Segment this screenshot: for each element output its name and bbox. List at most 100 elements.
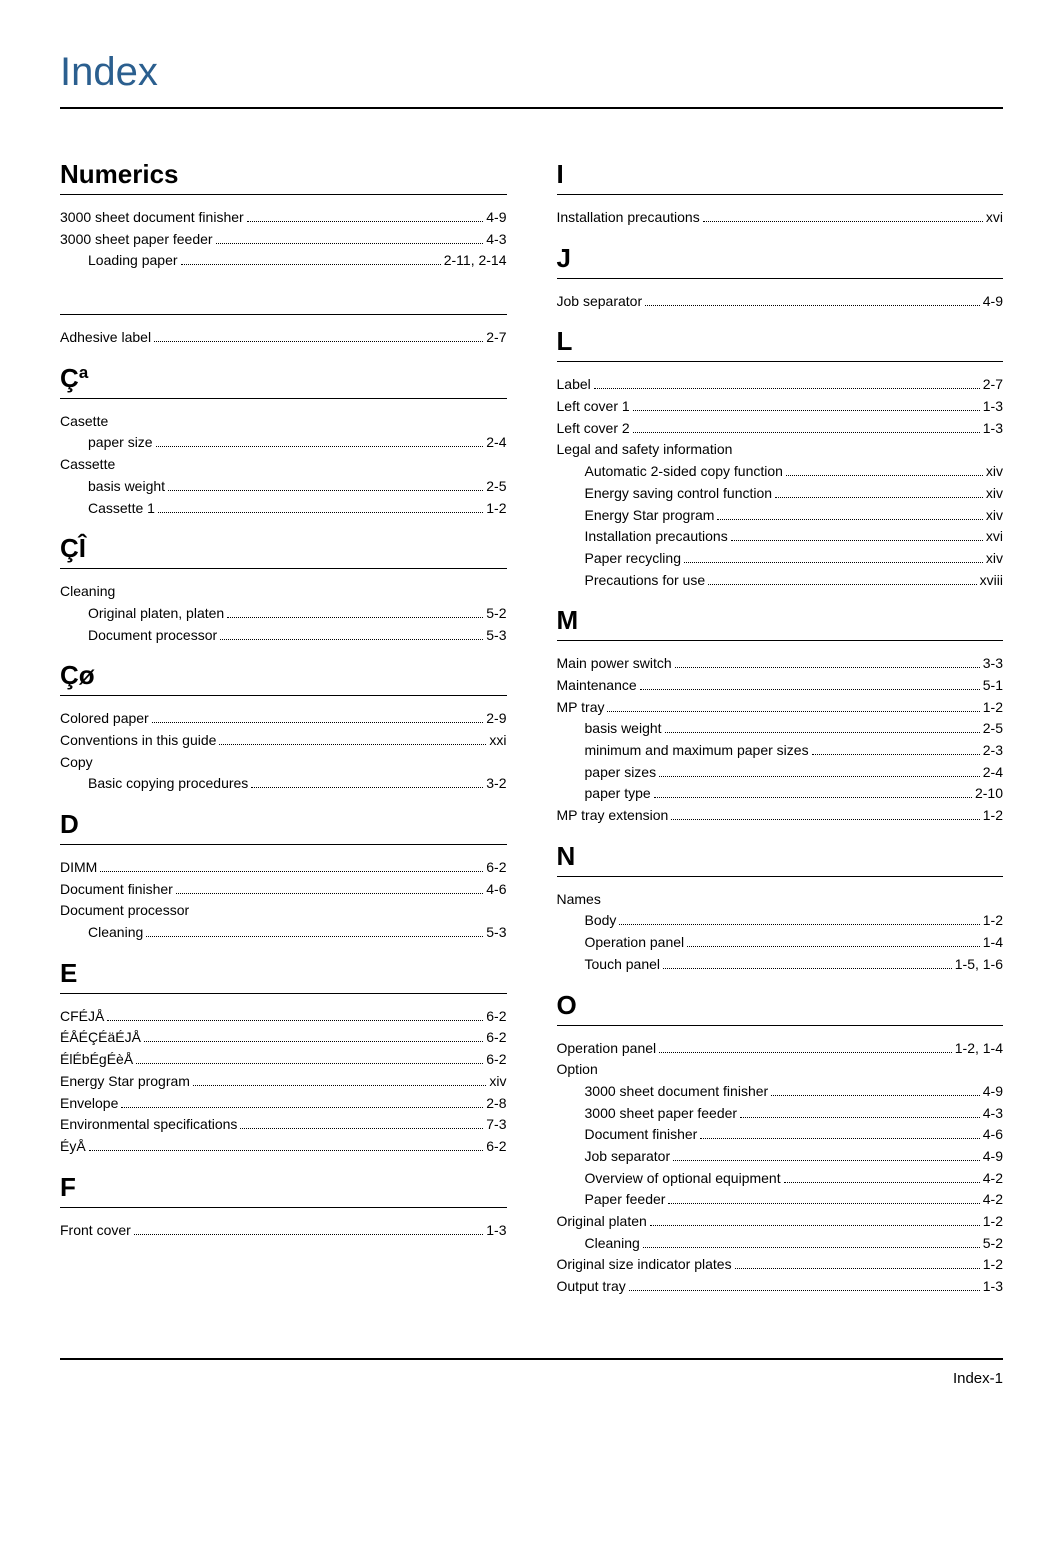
index-term: MP tray xyxy=(557,697,605,719)
index-page-ref: 1-5, 1-6 xyxy=(955,954,1003,976)
index-term: Legal and safety information xyxy=(557,439,733,461)
index-page-ref: xvi xyxy=(986,526,1003,548)
index-page-ref: 4-9 xyxy=(486,207,506,229)
index-entry: Casette xyxy=(60,411,507,433)
leader-dots xyxy=(700,1138,979,1139)
index-section-heading: M xyxy=(557,605,1004,641)
index-sub-entry: paper sizes 2-4 xyxy=(557,762,1004,784)
index-section-heading: Çø xyxy=(60,660,507,696)
index-page-ref: xiv xyxy=(986,461,1003,483)
index-page-ref: xiv xyxy=(489,1071,506,1093)
index-entry: Installation precautions xvi xyxy=(557,207,1004,229)
index-entry: Label 2-7 xyxy=(557,374,1004,396)
index-term: 3000 sheet document finisher xyxy=(585,1081,769,1103)
page-title: Index xyxy=(60,50,1003,109)
index-entry: CFÉJÅ 6-2 xyxy=(60,1006,507,1028)
index-page-ref: 4-9 xyxy=(983,291,1003,313)
leader-dots xyxy=(176,893,483,894)
index-term: Left cover 2 xyxy=(557,418,630,440)
leader-dots xyxy=(775,497,983,498)
index-sub-entry: basis weight 2-5 xyxy=(60,476,507,498)
index-page-ref: xiv xyxy=(986,548,1003,570)
index-sub-entry: basis weight 2-5 xyxy=(557,718,1004,740)
index-entry: Job separator 4-9 xyxy=(557,291,1004,313)
index-page-ref: 2-8 xyxy=(486,1093,506,1115)
index-term: Copy xyxy=(60,752,93,774)
index-term: Document finisher xyxy=(585,1124,698,1146)
index-page-ref: 1-2 xyxy=(983,1254,1003,1276)
leader-dots xyxy=(134,1234,483,1235)
leader-dots xyxy=(619,924,979,925)
leader-dots xyxy=(654,797,972,798)
index-page-ref: 1-3 xyxy=(983,396,1003,418)
index-term: Label xyxy=(557,374,591,396)
index-page-ref: 4-6 xyxy=(983,1124,1003,1146)
index-term: Energy Star program xyxy=(585,505,715,527)
leader-dots xyxy=(633,410,980,411)
index-page-ref: 2-3 xyxy=(983,740,1003,762)
index-page-ref: 2-5 xyxy=(983,718,1003,740)
index-sub-entry: paper size 2-4 xyxy=(60,432,507,454)
index-term: Cassette xyxy=(60,454,115,476)
leader-dots xyxy=(154,341,483,342)
index-page-ref: 2-9 xyxy=(486,708,506,730)
index-page-ref: 6-2 xyxy=(486,1027,506,1049)
index-term: Paper recycling xyxy=(585,548,682,570)
index-sub-entry: minimum and maximum paper sizes 2-3 xyxy=(557,740,1004,762)
index-page-ref: 2-4 xyxy=(983,762,1003,784)
leader-dots xyxy=(668,1203,979,1204)
index-term: Envelope xyxy=(60,1093,118,1115)
leader-dots xyxy=(708,584,977,585)
index-term: minimum and maximum paper sizes xyxy=(585,740,809,762)
index-entry: Option xyxy=(557,1059,1004,1081)
index-term: Energy Star program xyxy=(60,1071,190,1093)
index-page-ref: 1-3 xyxy=(486,1220,506,1242)
index-term: Conventions in this guide xyxy=(60,730,216,752)
index-term: Original platen, platen xyxy=(88,603,224,625)
leader-dots xyxy=(771,1095,980,1096)
index-term: Body xyxy=(585,910,617,932)
index-entry: Conventions in this guide xxi xyxy=(60,730,507,752)
index-term: Installation precautions xyxy=(557,207,700,229)
index-term: Cassette 1 xyxy=(88,498,155,520)
index-term: 3000 sheet paper feeder xyxy=(585,1103,738,1125)
index-sub-entry: Automatic 2-sided copy function xiv xyxy=(557,461,1004,483)
index-term: Job separator xyxy=(585,1146,671,1168)
index-page-ref: 4-3 xyxy=(486,229,506,251)
index-term: Document processor xyxy=(60,900,189,922)
index-section-heading: ÇÎ xyxy=(60,533,507,569)
leader-dots xyxy=(220,639,483,640)
leader-dots xyxy=(107,1020,483,1021)
index-entry: Front cover 1-3 xyxy=(60,1220,507,1242)
leader-dots xyxy=(731,540,983,541)
index-entry: Original platen 1-2 xyxy=(557,1211,1004,1233)
index-term: Loading paper xyxy=(88,250,178,272)
index-entry: 3000 sheet paper feeder 4-3 xyxy=(60,229,507,251)
index-term: Paper feeder xyxy=(585,1189,666,1211)
index-page-ref: 2-10 xyxy=(975,783,1003,805)
index-term: Energy saving control function xyxy=(585,483,773,505)
index-page-ref: 4-3 xyxy=(983,1103,1003,1125)
index-column-right: IInstallation precautions xviJJob separa… xyxy=(557,159,1004,1298)
index-page-ref: xvi xyxy=(986,207,1003,229)
page-number: Index-1 xyxy=(953,1370,1003,1387)
leader-dots xyxy=(717,519,982,520)
index-term: Output tray xyxy=(557,1276,626,1298)
index-term: Main power switch xyxy=(557,653,672,675)
index-term: paper type xyxy=(585,783,651,805)
index-entry: Copy xyxy=(60,752,507,774)
index-entry: Adhesive label 2-7 xyxy=(60,327,507,349)
index-section-heading: J xyxy=(557,243,1004,279)
leader-dots xyxy=(740,1117,980,1118)
index-page-ref: 6-2 xyxy=(486,1006,506,1028)
index-term: Operation panel xyxy=(585,932,685,954)
index-term: DIMM xyxy=(60,857,97,879)
index-sub-entry: Loading paper 2-11, 2-14 xyxy=(60,250,507,272)
index-page-ref: 2-4 xyxy=(486,432,506,454)
index-page-ref: 5-3 xyxy=(486,922,506,944)
index-entry: Environmental specifications 7-3 xyxy=(60,1114,507,1136)
index-entry: Left cover 2 1-3 xyxy=(557,418,1004,440)
index-section-heading: Numerics xyxy=(60,159,507,195)
index-sub-entry: Body 1-2 xyxy=(557,910,1004,932)
index-page-ref: 1-2 xyxy=(983,697,1003,719)
